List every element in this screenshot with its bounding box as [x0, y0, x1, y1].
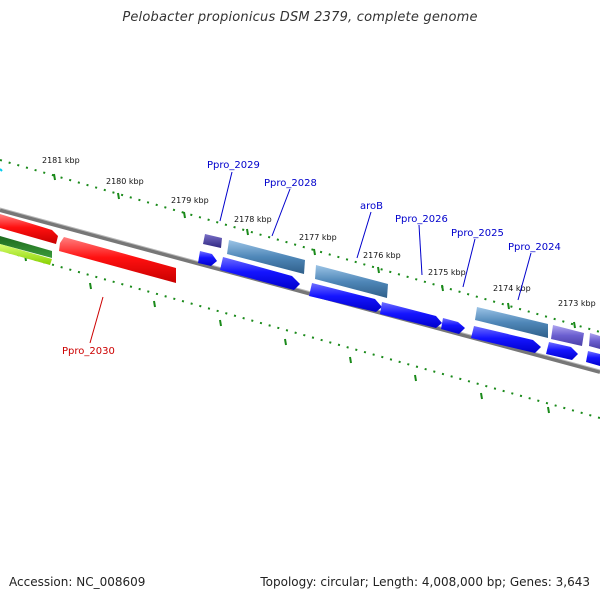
gene-label-ppro-2025[interactable]: Ppro_2025 [451, 228, 504, 239]
inner-major-ticks [24, 254, 550, 414]
reverse-strand-genes [0, 214, 176, 283]
kbp-label: 2178 kbp [234, 215, 272, 224]
gene-arrow[interactable] [380, 302, 442, 328]
kbp-label: 2173 kbp [558, 299, 596, 308]
gene-arrow[interactable] [0, 244, 52, 265]
gene-arrow[interactable] [471, 326, 541, 353]
gene-arrow[interactable] [0, 236, 52, 258]
gene-label-ppro-2029[interactable]: Ppro_2029 [207, 160, 260, 171]
kbp-label: 2180 kbp [106, 177, 144, 186]
gene-arrow[interactable] [315, 265, 388, 298]
gene-arrow[interactable] [546, 342, 578, 360]
gene-arrow[interactable] [475, 307, 548, 338]
feature-mark [0, 168, 3, 172]
gene-arrow-ppro-2030[interactable] [59, 237, 176, 283]
gene-arrow[interactable] [203, 234, 222, 248]
gene-arrow[interactable] [589, 333, 600, 349]
gene-label-arob[interactable]: aroB [360, 201, 383, 212]
forward-strand-inner-genes [198, 251, 600, 366]
genome-backbone [0, 208, 600, 374]
kbp-labels: 2181 kbp 2180 kbp 2179 kbp 2178 kbp 2177… [42, 156, 596, 308]
gene-arrow[interactable] [441, 318, 465, 334]
gene-arrow[interactable] [198, 251, 217, 266]
gene-arrow[interactable] [0, 214, 58, 244]
gene-arrow[interactable] [220, 257, 300, 290]
genome-summary-text: Topology: circular; Length: 4,008,000 bp… [260, 575, 590, 589]
outer-major-ticks [53, 173, 576, 329]
kbp-label: 2177 kbp [299, 233, 337, 242]
kbp-label: 2181 kbp [42, 156, 80, 165]
gene-label-ppro-2024[interactable]: Ppro_2024 [508, 242, 561, 253]
gene-label-ppro-2026[interactable]: Ppro_2026 [395, 214, 448, 225]
gene-arrow[interactable] [586, 351, 600, 366]
gene-label-ppro-2030[interactable]: Ppro_2030 [62, 346, 115, 357]
kbp-label: 2176 kbp [363, 251, 401, 260]
forward-strand-outer-genes [203, 234, 600, 349]
gene-arrow[interactable] [551, 325, 584, 346]
gene-label-ppro-2028[interactable]: Ppro_2028 [264, 178, 317, 189]
map-title: Pelobacter propionicus DSM 2379, complet… [122, 10, 478, 25]
kbp-label: 2174 kbp [493, 284, 531, 293]
gene-arrow[interactable] [309, 283, 382, 312]
kbp-label: 2175 kbp [428, 268, 466, 277]
gene-labels: Ppro_2029 Ppro_2028 aroB Ppro_2026 Ppro_… [62, 160, 561, 357]
label-leader-lines [89, 171, 532, 344]
gene-arrow[interactable] [227, 240, 305, 274]
inner-scale-ring [0, 249, 600, 419]
accession-text: Accession: NC_008609 [9, 575, 146, 589]
kbp-label: 2179 kbp [171, 196, 209, 205]
